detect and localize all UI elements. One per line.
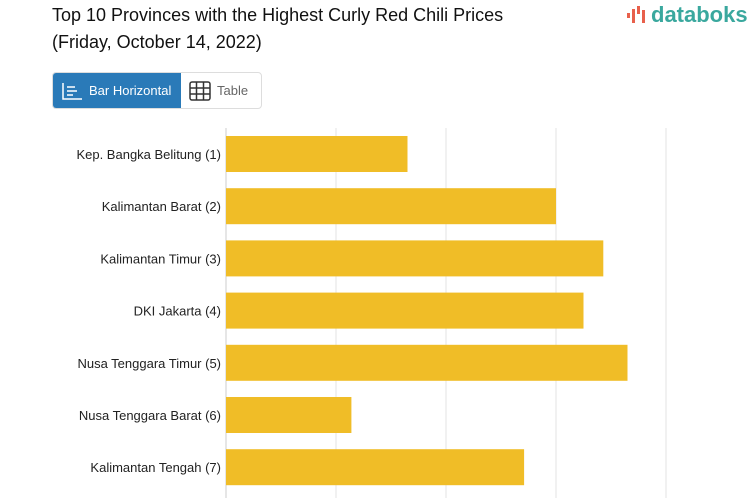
- table-button[interactable]: Table: [181, 73, 256, 108]
- bar: [226, 449, 525, 486]
- bar: [226, 136, 408, 172]
- bar: [226, 397, 352, 433]
- title-line-2: (Friday, October 14, 2022): [52, 32, 262, 52]
- bar-horizontal-button[interactable]: Bar Horizontal: [53, 73, 181, 108]
- bar: [226, 292, 584, 329]
- bar-horizontal-label: Bar Horizontal: [89, 83, 172, 98]
- bar: [226, 188, 556, 225]
- bar-chart-icon: [62, 82, 82, 100]
- category-label: DKI Jakarta (4): [134, 304, 221, 319]
- title-line-1: Top 10 Provinces with the Highest Curly …: [52, 5, 504, 25]
- category-label: Kalimantan Timur (3): [100, 251, 221, 266]
- bar: [226, 344, 628, 381]
- chart-title: Top 10 Provinces with the Highest Curly …: [52, 2, 503, 56]
- category-label: Nusa Tenggara Timur (5): [77, 356, 221, 371]
- bar: [226, 240, 604, 277]
- category-label: Kep. Bangka Belitung (1): [76, 147, 221, 162]
- logo-bars-icon: [627, 6, 645, 23]
- view-toggle: Bar Horizontal Table: [52, 72, 262, 109]
- table-grid-icon: [189, 80, 211, 101]
- category-label: Kalimantan Tengah (7): [90, 460, 221, 475]
- databoks-logo[interactable]: databoks: [626, 2, 748, 28]
- table-label: Table: [217, 83, 249, 98]
- logo-text: databoks: [651, 2, 748, 27]
- category-label: Kalimantan Barat (2): [102, 199, 221, 214]
- category-label: Nusa Tenggara Barat (6): [79, 408, 221, 423]
